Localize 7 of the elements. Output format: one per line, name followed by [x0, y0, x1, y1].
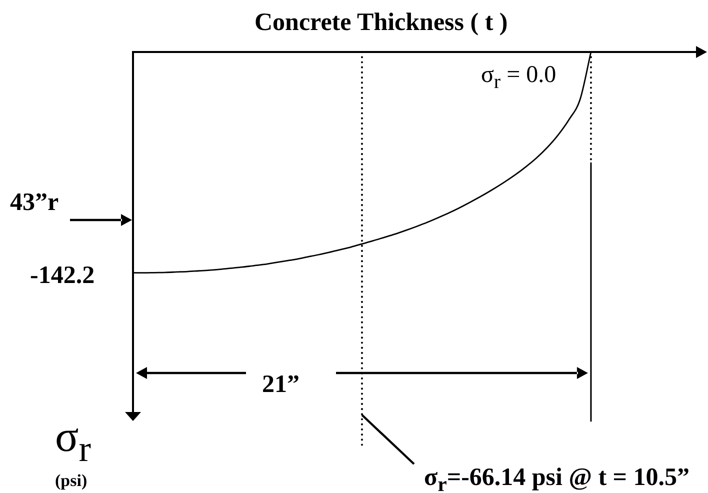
annotation: σ$_{r}$ = 0.0 — [480, 62, 556, 93]
x-axis-title: Concrete Thickness ( t ) — [254, 9, 508, 36]
text: σ$_{r}$=-66.14 psi @ t = 10.5” — [424, 464, 690, 493]
y-axis-title: σ$_{r}$ (psi) — [55, 412, 92, 490]
text: -142.2 — [30, 262, 95, 289]
text: 43”r — [10, 189, 59, 216]
text: 21” — [262, 371, 300, 398]
